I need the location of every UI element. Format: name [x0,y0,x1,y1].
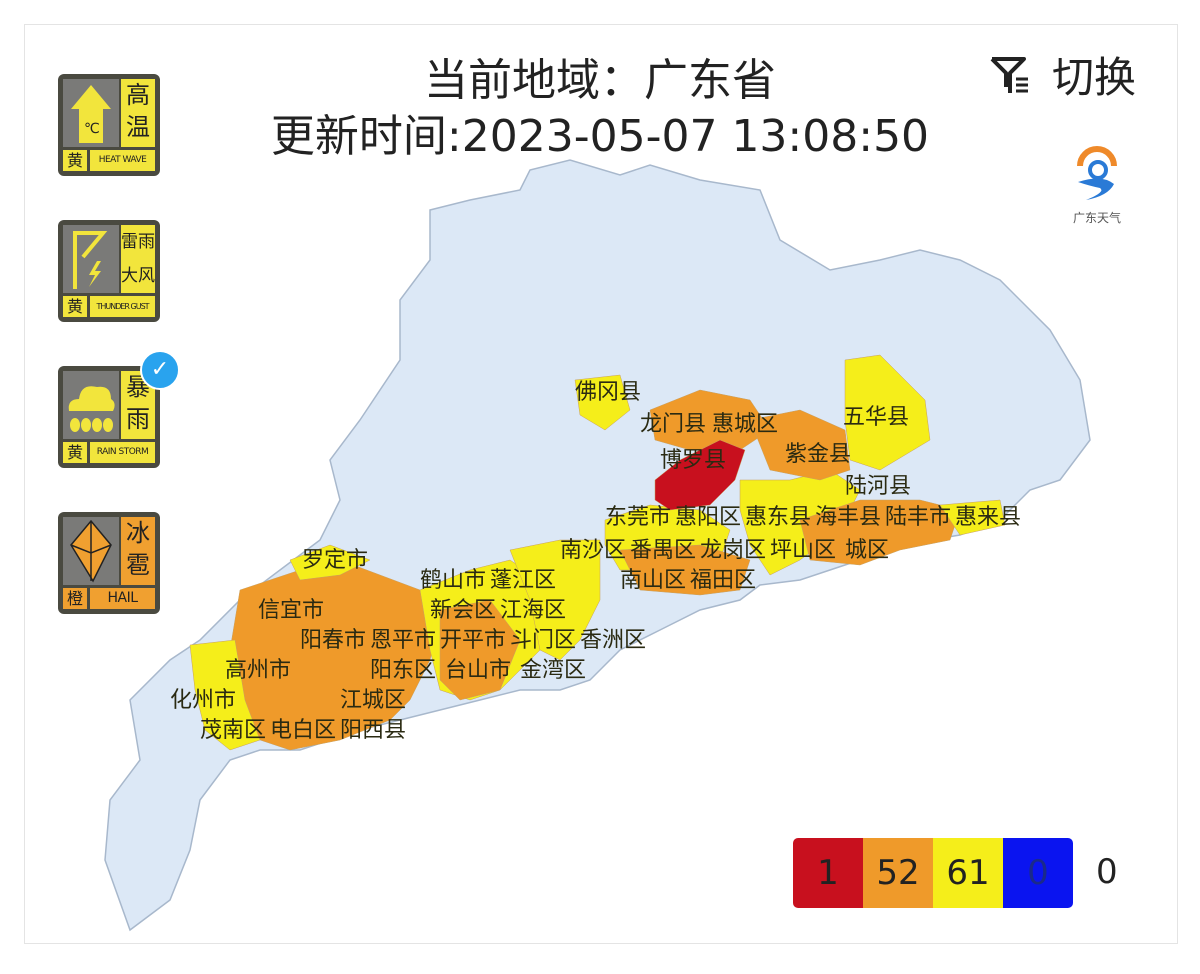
legend-other-count: 0 [1096,852,1118,892]
county-label: 坪山区 [770,538,837,563]
warning-name: 高温 [121,79,155,147]
region-title: 当前地域：广东省 [424,55,776,106]
county-label: 紫金县 [785,442,852,467]
warning-area-orange[interactable] [749,409,851,481]
filter-icon [990,56,1028,93]
county-label: 高州市 [225,658,292,683]
county-label: 香洲区 [580,628,647,653]
lightning-flag-icon [63,225,119,293]
legend-orange-count: 52 [863,838,933,908]
warning-level: 橙 [63,588,87,609]
county-label: 惠来县 [955,505,1022,530]
warning-area-orange[interactable] [799,499,961,566]
county-label: 陆河县 [845,474,912,499]
county-label: 金湾区 [520,658,587,683]
county-label: 台山市 [445,658,512,683]
county-label: 番禺区 [630,538,697,563]
county-label: 惠东县 [745,505,812,530]
county-label: 福田区 [690,568,757,593]
warning-name: 雷雨大风 [121,225,155,293]
county-label: 阳东区 [370,658,437,683]
warning-area-yellow[interactable] [189,639,261,751]
county-label: 电白区 [270,718,337,743]
thermometer-arrow-icon: ℃ [63,79,119,147]
warning-area-yellow[interactable] [574,374,631,431]
county-label: 新会区 [430,598,497,623]
warning-area-orange[interactable] [649,389,771,451]
warning-area-orange[interactable] [439,599,521,701]
county-label: 东莞市 [605,505,672,530]
county-label: 陆丰市 [885,505,952,530]
warning-thunder-gust[interactable]: 雷雨大风 黄 THUNDER GUST [58,220,160,322]
county-label: 化州市 [170,688,237,713]
legend: 1 52 61 0 [793,838,1073,908]
warning-name: 冰雹 [121,517,155,585]
rain-cloud-icon [63,371,119,439]
county-label: 博罗县 [660,448,727,473]
county-label: 惠阳区 [675,505,742,530]
county-label: 阳西县 [340,718,407,743]
map-frame [24,24,1178,944]
county-label: 阳春市 [300,628,367,653]
county-label: 信宜市 [258,598,325,623]
selected-check-icon: ✓ [140,350,180,390]
county-label: 恩平市 [370,628,437,653]
warning-area-yellow[interactable] [289,544,371,581]
switch-button[interactable]: 切换 [988,44,1136,105]
warning-level: 黄 [63,150,87,171]
warning-name: 暴雨 [121,371,155,439]
warning-name-en: HEAT WAVE [90,150,155,171]
county-label: 龙岗区 [700,538,767,563]
warning-name-en: THUNDER GUST [90,296,155,317]
warning-area-red[interactable] [654,439,746,511]
warning-rainstorm[interactable]: 暴雨 黄 RAIN STORM [58,366,160,468]
warning-name-en: HAIL [90,588,155,609]
county-label: 南山区 [620,568,687,593]
warning-level: 黄 [63,296,87,317]
switch-label: 切换 [1052,53,1137,102]
county-label: 五华县 [843,405,910,430]
warning-hail[interactable]: 冰雹 橙 HAIL [58,512,160,614]
county-label: 斗门区 [510,628,577,653]
county-label: 龙门县 [640,412,707,437]
warning-heatwave[interactable]: ℃ 高温 黄 HEAT WAVE [58,74,160,176]
county-label: 罗定市 [302,548,369,573]
county-label: 南沙区 [560,538,627,563]
update-time: 更新时间:2023-05-07 13:08:50 [270,111,930,162]
county-label: 惠城区 [712,412,779,437]
legend-blue-count: 0 [1003,838,1073,908]
warning-area-orange[interactable] [619,544,751,596]
logo-text: 广东天气 [1072,211,1121,225]
county-label: 江海区 [500,598,567,623]
county-label: 海丰县 [815,505,882,530]
county-label: 鹤山市 [420,568,487,593]
legend-yellow-count: 61 [933,838,1003,908]
warning-area-yellow[interactable] [939,499,1006,536]
warning-level: 黄 [63,442,87,463]
warning-area-yellow[interactable] [509,539,601,661]
county-label: 城区 [845,538,890,563]
county-label: 江城区 [340,688,407,713]
county-label: 茂南区 [200,718,267,743]
hail-icon [63,517,119,585]
guangdong-weather-logo: 广东天气 [1062,140,1132,226]
warning-name-en: RAIN STORM [90,442,155,463]
county-label: 佛冈县 [575,380,642,405]
warning-area-yellow[interactable] [844,354,931,471]
county-label: 开平市 [440,628,507,653]
svg-text:℃: ℃ [84,121,100,137]
county-label: 蓬江区 [490,568,557,593]
legend-red-count: 1 [793,838,863,908]
